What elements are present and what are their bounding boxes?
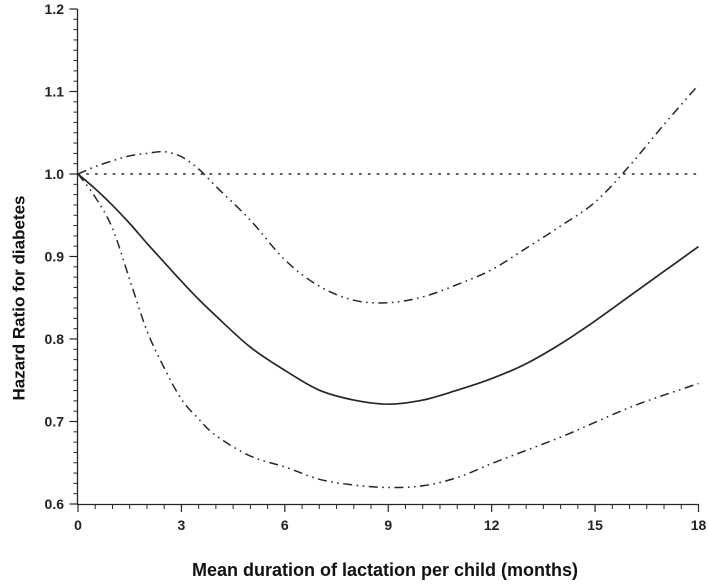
y-tick-label: 1.1	[45, 84, 65, 100]
x-axis	[77, 503, 700, 512]
y-axis	[69, 8, 79, 505]
x-tick-label: 0	[74, 517, 82, 533]
x-tick-label: 12	[484, 517, 500, 533]
y-tick-label: 0.9	[45, 249, 65, 265]
series-lines-group	[77, 84, 700, 489]
x-tick-label: 6	[281, 517, 289, 533]
x-axis-title: Mean duration of lactation per child (mo…	[192, 560, 578, 580]
x-tick-label: 15	[587, 517, 603, 533]
y-axis-title: Hazard Ratio for diabetes	[10, 196, 29, 401]
x-tick-label: 3	[178, 517, 186, 533]
x-tick-labels: 0 3 6 9 12 15 18	[74, 517, 706, 533]
x-tick-label: 9	[384, 517, 392, 533]
y-tick-label: 1.2	[45, 1, 65, 17]
x-tick-label: 18	[691, 517, 707, 533]
center-solid-line-path	[77, 173, 699, 406]
y-tick-label: 0.6	[45, 496, 65, 512]
y-tick-labels: 0.6 0.7 0.8 0.9 1.0 1.1 1.2	[45, 1, 65, 512]
upper-dash-dot-line-path	[77, 84, 700, 304]
y-tick-label: 1.0	[45, 166, 65, 182]
y-tick-label: 0.8	[45, 331, 65, 347]
lower-dash-dot-line-path	[77, 173, 699, 489]
y-tick-label: 0.7	[45, 414, 65, 430]
